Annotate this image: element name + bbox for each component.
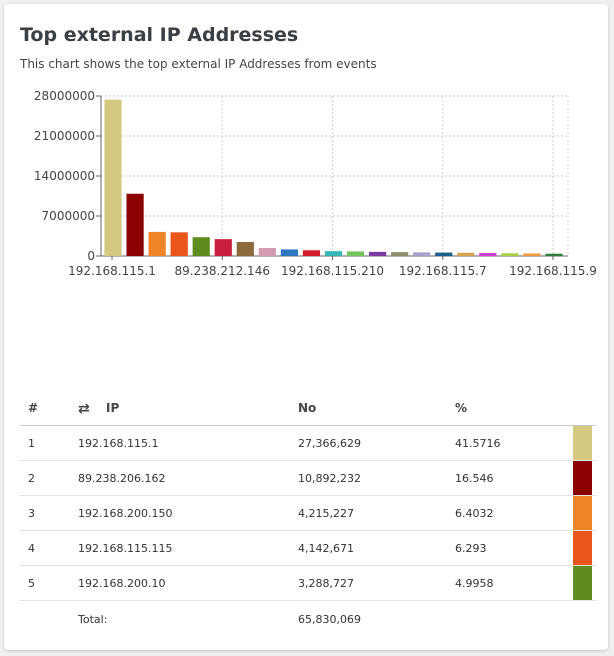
bar [413, 252, 431, 256]
bar [391, 252, 409, 256]
row-color-swatch [573, 496, 592, 530]
row-rank: 5 [28, 577, 35, 590]
header-pct[interactable]: % [455, 401, 468, 415]
table-row[interactable]: 5 192.168.200.10 3,288,727 4.9958 [20, 566, 596, 601]
row-color-swatch [573, 426, 592, 460]
row-percent: 41.5716 [455, 437, 501, 450]
row-rank: 1 [28, 437, 35, 450]
row-color-swatch [573, 531, 592, 565]
bar [236, 242, 254, 256]
bar [104, 99, 122, 256]
ip-table: # ⇄ IP No % 1 192.168.115.1 27,366,629 41.5… [20, 387, 596, 635]
x-tick-label: 192.168.115.210 [281, 264, 384, 278]
bar [302, 250, 321, 256]
bar [368, 251, 387, 256]
bar [435, 252, 453, 256]
row-count: 4,215,227 [298, 507, 354, 520]
table-row[interactable]: 2 89.238.206.162 10,892,232 16.546 [20, 461, 596, 496]
row-rank: 4 [28, 542, 35, 555]
table-row[interactable]: 4 192.168.115.115 4,142,671 6.293 [20, 531, 596, 566]
bar [501, 253, 519, 256]
row-percent: 16.546 [455, 472, 494, 485]
y-tick-label: 21000000 [34, 129, 95, 143]
row-percent: 6.4032 [455, 507, 494, 520]
bar [170, 232, 188, 256]
y-tick-label: 14000000 [34, 169, 95, 183]
bar [192, 237, 210, 256]
y-tick-label: 7000000 [42, 209, 95, 223]
x-tick-label: 192.168.115.7 [399, 264, 487, 278]
y-tick-label: 28000000 [34, 89, 95, 103]
bar [479, 253, 497, 256]
bar [324, 251, 343, 256]
total-label: Total: [78, 613, 108, 626]
bar [346, 251, 365, 256]
x-tick-label: 192.168.115.9 [509, 264, 597, 278]
row-color-swatch [573, 566, 592, 600]
row-ip: 89.238.206.162 [78, 472, 166, 485]
row-percent: 6.293 [455, 542, 487, 555]
row-count: 3,288,727 [298, 577, 354, 590]
row-ip: 192.168.200.150 [78, 507, 173, 520]
row-ip: 192.168.115.1 [78, 437, 159, 450]
bar [148, 231, 166, 256]
row-rank: 3 [28, 507, 35, 520]
swap-arrows-icon[interactable]: ⇄ [78, 401, 90, 417]
header-rank: # [28, 401, 39, 415]
bar [214, 239, 232, 256]
bar-chart: 0 7000000 14000000 21000000 28000000 192.168.… [34, 89, 597, 278]
table-body: 1 192.168.115.1 27,366,629 41.5716 2 89.238.2… [20, 426, 596, 601]
table-row[interactable]: 1 192.168.115.1 27,366,629 41.5716 [20, 426, 596, 461]
chart-card: Top external IP Addresses This chart sho… [4, 4, 608, 650]
card-title: Top external IP Addresses [20, 24, 299, 46]
row-color-swatch [573, 461, 592, 495]
total-value: 65,830,069 [298, 613, 361, 626]
row-ip: 192.168.115.115 [78, 542, 173, 555]
table-row[interactable]: 3 192.168.200.150 4,215,227 6.4032 [20, 496, 596, 531]
row-count: 27,366,629 [298, 437, 361, 450]
header-no[interactable]: No [298, 401, 317, 415]
table-header: # ⇄ IP No % [20, 387, 596, 426]
bar [545, 253, 563, 256]
bar [523, 253, 541, 256]
row-rank: 2 [28, 472, 35, 485]
row-ip: 192.168.200.10 [78, 577, 166, 590]
table-total-row: Total: 65,830,069 [20, 601, 596, 635]
bar [280, 249, 299, 256]
x-tick-label: 89.238.212.146 [175, 264, 270, 278]
row-count: 4,142,671 [298, 542, 354, 555]
row-percent: 4.9958 [455, 577, 494, 590]
bar [258, 248, 276, 256]
bar [126, 193, 144, 256]
bar [457, 252, 475, 256]
x-tick-label: 192.168.115.1 [68, 264, 156, 278]
y-tick-label: 0 [87, 249, 95, 263]
header-ip[interactable]: IP [106, 401, 120, 415]
row-count: 10,892,232 [298, 472, 361, 485]
card-subtitle: This chart shows the top external IP Add… [20, 57, 377, 71]
